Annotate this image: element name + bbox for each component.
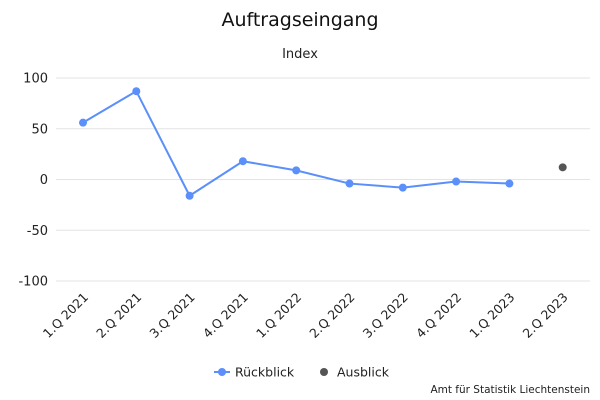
x-tick-label: 4.Q 2022 [413,290,464,341]
y-tick-label: 0 [40,173,48,188]
data-point [79,118,87,127]
data-point [185,191,194,200]
data-point [132,87,141,96]
data-point [505,179,514,188]
chart-subtitle: Index [282,47,318,62]
x-axis-ticks: 1.Q 2021 2.Q 2021 3.Q 2021 4.Q 2021 1.Q 2022… [40,290,571,341]
legend-label: Ausblick [337,365,390,380]
series-layer [79,87,567,200]
data-point [452,177,461,186]
y-tick-label: -50 [27,224,48,239]
y-tick-label: 50 [31,122,48,137]
y-tick-label: -100 [18,275,48,290]
data-point [238,157,247,166]
x-tick-label: 3.Q 2022 [360,290,411,341]
legend: Rückblick Ausblick [214,365,390,380]
y-axis-ticks: 100 50 0 -50 -100 [18,72,48,290]
source-note: Amt für Statistik Liechtenstein [430,384,590,396]
grid-lines [56,77,590,282]
x-tick-label: 3.Q 2021 [146,290,197,341]
chart-title: Auftragseingang [221,9,378,31]
x-tick-label: 4.Q 2021 [200,290,251,341]
legend-item-0[interactable]: Rückblick [214,365,295,380]
x-tick-label: 2.Q 2021 [93,290,144,341]
x-tick-label: 1.Q 2023 [466,290,517,341]
data-point [398,183,407,192]
y-tick-label: 100 [23,72,48,87]
data-point [558,163,567,172]
legend-item-1[interactable]: Ausblick [320,365,390,380]
legend-marker [320,368,328,376]
series-line-0 [82,90,510,197]
x-tick-label: 1.Q 2021 [40,290,91,341]
x-tick-label: 1.Q 2022 [253,290,304,341]
legend-label: Rückblick [235,365,295,380]
data-point [292,166,301,175]
x-tick-label: 2.Q 2023 [520,290,571,341]
legend-marker [218,368,226,376]
data-point [345,179,354,188]
x-tick-label: 2.Q 2022 [306,290,357,341]
